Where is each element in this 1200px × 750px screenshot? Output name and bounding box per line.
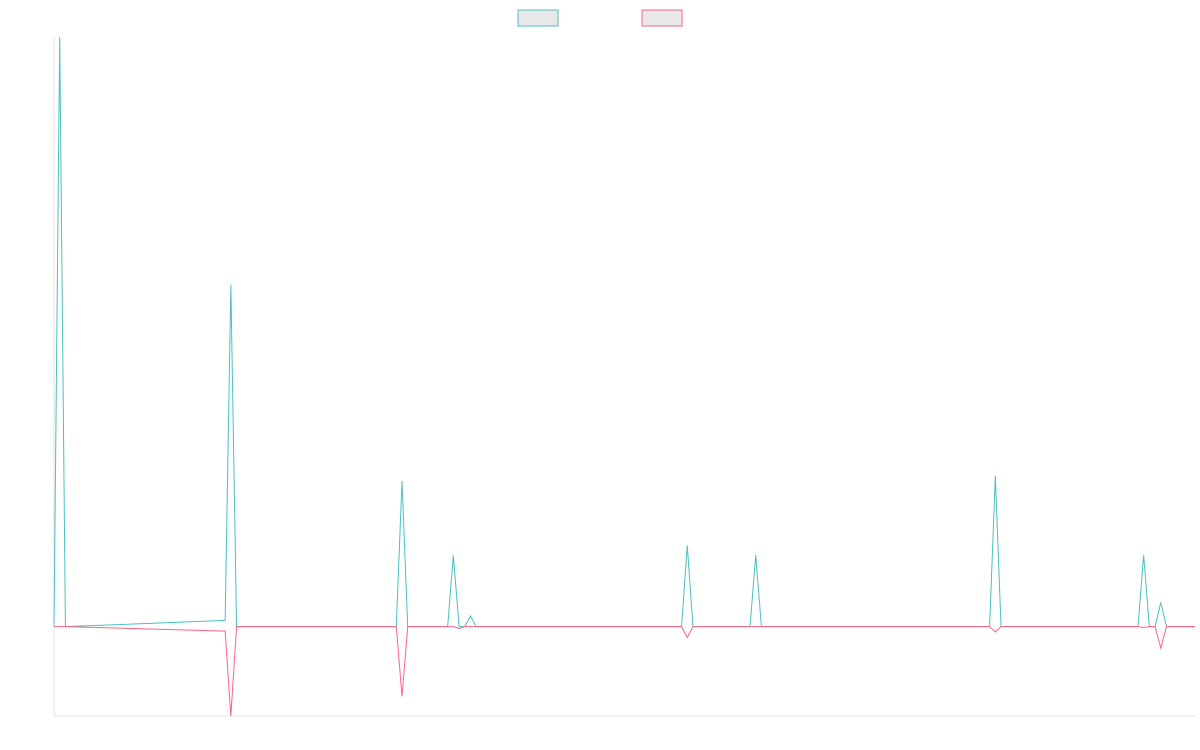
series-line-2 <box>54 626 1195 717</box>
legend-swatch-2 <box>641 9 683 27</box>
legend-item-1[interactable] <box>517 9 559 27</box>
series-line-1 <box>53 36 1195 628</box>
legend-swatch-1 <box>517 9 559 27</box>
series-layer <box>53 36 1195 717</box>
legend <box>517 9 683 27</box>
legend-item-2[interactable] <box>641 9 683 27</box>
